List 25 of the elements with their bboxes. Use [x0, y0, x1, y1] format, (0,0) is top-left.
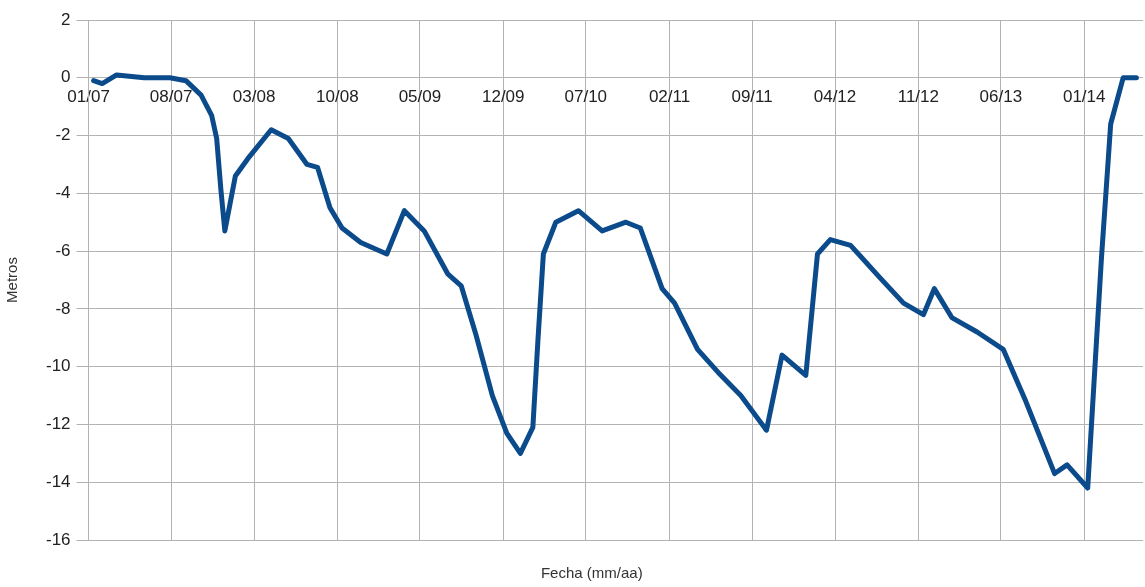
y-axis-title: Metros: [3, 257, 21, 303]
x-tick-label: 06/13: [979, 86, 1023, 106]
x-axis-title: Fecha (mm/aa): [540, 564, 643, 582]
x-tick-label: 01/07: [67, 86, 110, 106]
y-tick-label: -2: [55, 125, 71, 145]
y-tick-label: -4: [55, 183, 71, 203]
y-tick-label: -6: [55, 240, 71, 260]
y-tick-label: -10: [45, 356, 71, 376]
x-tick-label: 10/08: [316, 86, 359, 106]
y-tick-label: -16: [45, 529, 71, 549]
x-tick-label: 12/09: [481, 86, 525, 106]
y-tick-label: 2: [61, 9, 71, 29]
y-tick-label: 0: [61, 67, 71, 87]
x-tick-label: 04/12: [813, 86, 857, 106]
x-tick-label: 08/07: [149, 86, 193, 106]
x-tick-label: 02/11: [648, 86, 691, 106]
x-tick-label: 05/09: [398, 86, 442, 106]
x-tick-label: 03/08: [232, 86, 276, 106]
y-tick-label: -12: [45, 414, 71, 434]
y-tick-label: -8: [55, 298, 71, 318]
x-tick-label: 09/11: [731, 86, 773, 106]
x-tick-label: 01/14: [1062, 86, 1106, 106]
x-tick-label: 07/10: [564, 86, 608, 106]
y-tick-label: -14: [45, 471, 71, 491]
x-tick-label: 11/12: [897, 86, 939, 106]
